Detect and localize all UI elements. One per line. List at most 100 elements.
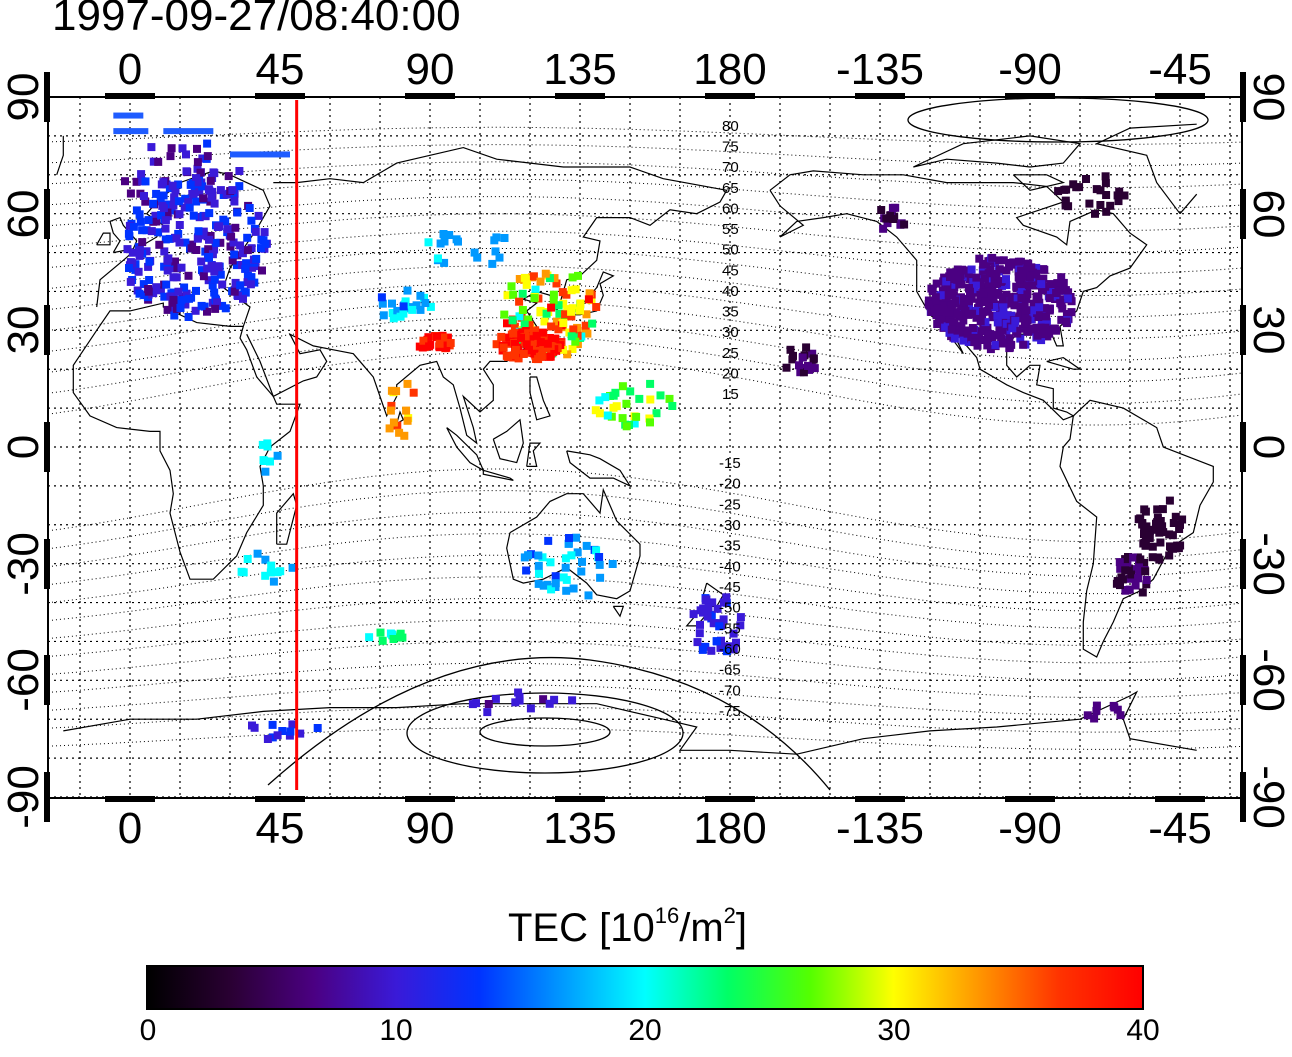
tec-pixel: [1056, 299, 1065, 308]
tec-pixel: [945, 308, 954, 317]
frame-ticks: [44, 72, 1246, 822]
tec-pixel: [204, 276, 213, 285]
coastline: [913, 135, 1082, 168]
tec-pixel: [502, 333, 511, 342]
tec-pixel: [979, 336, 988, 344]
tec-pixel: [113, 112, 144, 119]
tec-pixel: [543, 339, 552, 348]
tec-pixel: [568, 696, 577, 705]
tec-pixel: [268, 720, 277, 729]
tec-pixel: [376, 628, 385, 637]
tec-pixel: [1067, 308, 1076, 317]
tec-pixel: [962, 266, 971, 275]
tec-pixel: [1125, 574, 1134, 583]
tec-pixel: [144, 216, 153, 225]
tec-pixel: [156, 286, 165, 295]
tec-pixel: [883, 219, 892, 228]
magnetic-contour: [48, 490, 1242, 560]
tec-pixel: [1038, 285, 1047, 294]
tec-pixel: [1022, 315, 1031, 324]
tec-pixel: [239, 294, 247, 303]
tec-pixel: [595, 553, 604, 561]
tec-pixel: [510, 339, 519, 348]
tec-pixel: [260, 228, 269, 237]
tec-pixel: [1116, 711, 1125, 720]
tec-pixel: [1121, 555, 1130, 564]
tec-pixel: [931, 293, 940, 302]
tec-pixel: [206, 176, 215, 185]
tec-pixel: [559, 345, 568, 354]
tec-pixel: [511, 698, 520, 707]
tec-pixel: [399, 309, 408, 318]
frame-tick: [1240, 655, 1246, 705]
magnetic-contour: [48, 533, 1242, 595]
tec-pixel: [1061, 196, 1070, 205]
frame-tick: [105, 796, 155, 802]
left-lat-tick-label: 60: [0, 190, 48, 239]
tec-pixel: [149, 217, 158, 226]
tec-pixel: [186, 180, 195, 189]
tec-pixel: [412, 301, 421, 310]
tec-pixel: [595, 560, 604, 569]
tec-pixel: [403, 379, 412, 388]
tec-pixel: [178, 144, 187, 153]
tec-pixel: [1040, 265, 1049, 274]
tec-pixel: [180, 203, 189, 212]
tec-pixel: [261, 239, 270, 248]
tec-pixel: [538, 347, 546, 356]
tec-pixel: [223, 225, 232, 234]
tec-pixel: [1125, 585, 1134, 594]
tec-pixel: [389, 635, 398, 643]
tec-pixel: [972, 313, 981, 322]
tec-pixel: [936, 291, 945, 300]
tec-pixel: [938, 301, 947, 310]
frame-tick: [705, 93, 755, 99]
tec-pixel: [568, 345, 577, 353]
tec-pixel: [549, 296, 558, 305]
tec-pixel: [1092, 185, 1101, 194]
tec-pixel: [263, 735, 272, 743]
tec-pixel: [236, 241, 245, 250]
tec-pixel: [724, 642, 733, 651]
tec-pixel: [519, 350, 528, 358]
tec-pixel: [1033, 294, 1042, 303]
colorbar-tick: 0: [139, 1014, 157, 1047]
contour-label: -55: [719, 620, 741, 637]
tec-pixel: [1165, 530, 1174, 539]
tec-pixel: [577, 567, 586, 576]
tec-pixel: [927, 284, 936, 293]
tec-pixel: [263, 442, 272, 451]
tec-pixel: [515, 275, 524, 283]
tec-pixel: [991, 341, 1000, 349]
tec-pixel: [252, 254, 261, 263]
tec-pixel: [933, 320, 942, 328]
frame-tick: [1240, 72, 1246, 122]
tec-pixel: [138, 226, 147, 235]
tec-pixel: [174, 287, 183, 296]
tec-pixel: [736, 613, 745, 622]
contour-label: 25: [722, 345, 739, 362]
tec-pixel: [703, 612, 712, 621]
tec-pixel: [1017, 281, 1026, 290]
tec-pixel: [135, 246, 144, 255]
tec-pixel: [562, 575, 571, 584]
bottom-lon-tick-label: -135: [836, 804, 924, 853]
tec-pixel: [567, 286, 576, 295]
tec-pixel: [588, 319, 597, 328]
tec-pixel: [1032, 263, 1041, 272]
tec-pixel: [1136, 514, 1145, 523]
tec-pixel: [547, 322, 556, 331]
tec-pixel: [534, 579, 543, 588]
tec-pixel: [882, 214, 891, 223]
contour-label: 45: [722, 262, 739, 279]
tec-pixel: [561, 310, 570, 319]
tec-pixel: [188, 189, 197, 198]
tec-pixel: [900, 220, 909, 229]
tec-pixel: [177, 296, 186, 305]
tec-pixel: [232, 261, 241, 270]
tec-pixel: [965, 284, 973, 292]
tec-pixel: [261, 571, 270, 580]
tec-pixel: [536, 277, 545, 286]
tec-pixel: [1002, 281, 1011, 289]
tec-pixel: [1020, 319, 1029, 328]
